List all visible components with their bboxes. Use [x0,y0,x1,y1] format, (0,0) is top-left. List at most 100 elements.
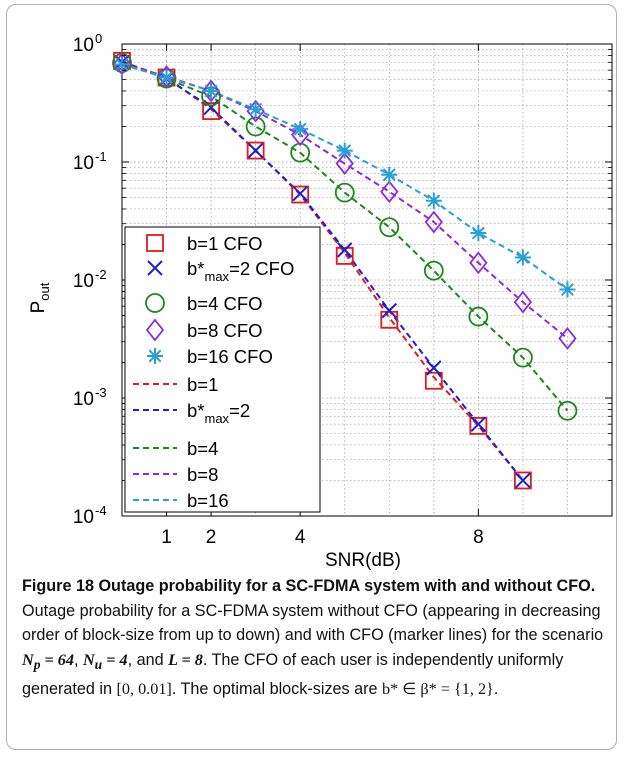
x-tick-label: 8 [473,527,484,548]
x-marker [337,242,353,258]
legend-symbol [145,318,165,342]
dashed-series-path [121,62,569,340]
diamond-marker [246,99,265,123]
asterisk-marker [425,192,442,209]
asterisk-marker [158,69,175,86]
circle-marker [334,182,355,203]
x-marker [247,142,264,159]
circle-marker [245,116,266,137]
legend-symbol [145,293,165,313]
square-marker [246,141,265,160]
y-tick-exponent: -1 [95,149,107,164]
series-b-8-line [121,62,569,340]
asterisk-marker [470,225,487,242]
diamond-marker [380,180,399,204]
circle-marker [379,217,400,238]
caption-l-value: = 8 [177,650,203,669]
diamond-marker [291,123,310,147]
caption-text-5: . The optimal block-sizes are [171,680,383,699]
y-tick-label: 10 [73,271,94,292]
dashed-series-path [121,61,524,482]
legend-label: b=16 [187,490,229,511]
square-marker [514,471,532,490]
caption-text-4: . The CFO of each user is independently … [22,650,564,699]
legend-symbol [147,348,163,364]
square-marker [291,185,310,204]
caption-nu-symbol: Nu [82,650,103,672]
diamond-marker [513,290,533,314]
legend-label: b=8 CFO [187,320,263,341]
square-marker [335,247,354,265]
caption-text-6: . [493,680,499,699]
legend-label: b=16 CFO [187,346,273,367]
caption-l-symbol: L [168,650,178,669]
legend-label: b=4 [187,438,218,459]
dashed-series-path [121,63,569,291]
series-b--line [121,61,524,482]
square-marker [469,417,488,435]
x-marker [292,185,308,202]
asterisk-marker [559,281,576,298]
diamond-marker [145,318,165,342]
legend-label: b=8 [187,464,218,485]
asterisk-marker [381,166,398,183]
diamond-marker [424,210,443,234]
caption-nu-value: = 4 [102,650,128,669]
square-marker [146,234,164,252]
y-axis-label-text: Pout [28,282,52,313]
legend-label: b=1 [187,374,218,395]
caption-title: Figure 18 Outage probability for a SC-FD… [22,577,596,595]
y-tick-label: 10 [73,389,94,410]
caption-bstar-set: b* ∈ β* = {1, 2} [382,680,494,699]
caption-np-symbol: Np [22,650,41,672]
caption-np-value: = 64 [40,650,74,669]
x-axis-label: SNR(dB) [325,550,401,571]
y-axis-label: Pout [28,282,52,313]
x-marker [470,416,487,432]
series-layer [112,51,578,490]
caption-text-3: , and [127,650,169,669]
legend-symbol [146,234,164,252]
legend: b=1 CFO b*max=2 CFO b=4 CFO b=8 CFO b=16 CFO… [124,226,321,513]
asterisk-marker [292,121,309,138]
y-tick-label: 10 [73,35,94,56]
y-tick-label: 10 [73,153,94,174]
series-b-16-cfo-markers [114,56,576,298]
x-marker [515,472,531,489]
figure-caption: Figure 18 Outage probability for a SC-FD… [22,574,606,702]
series-b-4-cfo-markers [112,53,578,421]
asterisk-marker [514,249,531,266]
asterisk-marker [203,82,220,99]
dashed-series-path [121,62,569,412]
diamond-marker [201,79,221,103]
legend-label: b=4 CFO [187,293,263,314]
series-b-16-line [121,63,569,291]
x-marker [203,99,219,116]
x-tick-label: 2 [206,527,217,548]
square-marker [202,102,220,120]
circle-marker [468,306,489,327]
legend-label: b=1 CFO [187,233,263,254]
diamond-marker [558,326,577,350]
y-tick-exponent: -2 [95,267,107,282]
x-marker [426,360,442,376]
circle-marker [423,260,444,281]
x-tick-label: 1 [161,527,172,548]
caption-interval: [0, 0.01] [116,680,172,699]
caption-text-1: Outage probability for a SC-FDMA system … [22,601,604,645]
legend-symbol [147,260,163,276]
legend-box [124,226,321,513]
asterisk-marker [147,348,163,364]
asterisk-marker [336,142,353,159]
caption-text-2: , [73,650,83,669]
circle-marker [145,293,165,313]
legend-label: b*max=2 CFO [187,258,294,284]
square-marker [424,371,443,390]
y-tick-exponent: -3 [95,385,107,400]
x-tick-label: 4 [295,527,306,548]
legend-label: b*max=2 [187,400,250,426]
x-marker [147,260,163,276]
diamond-marker [469,251,488,275]
series-b-4-line [121,62,569,412]
